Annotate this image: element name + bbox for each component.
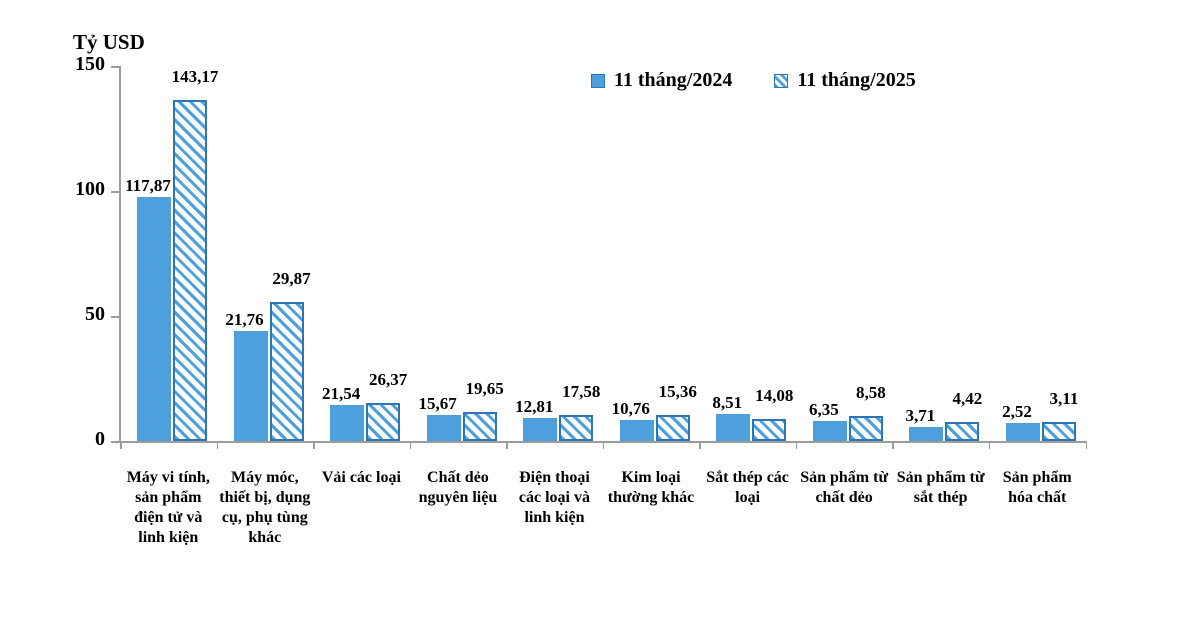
legend-swatch-hatched-icon [774,73,789,88]
data-label-2025: 29,87 [272,269,311,288]
data-label-2025: 17,58 [562,382,601,401]
data-label-2025: 14,08 [755,385,794,405]
bar-2025 [655,415,690,441]
x-tick [699,441,701,449]
bar-2025 [752,418,787,441]
y-tick [111,441,120,443]
data-label-2025: 4,42 [952,388,983,408]
y-tick-label: 100 [75,178,105,200]
x-tick [988,441,991,449]
category-label: Kim loại thường khác [607,469,695,506]
x-tick [409,441,412,449]
bar-2025 [269,302,304,441]
category-label: Điện thoại các loại và linh kiện [518,469,590,526]
y-tick [111,66,120,68]
data-label-2025: 15,36 [658,382,697,401]
data-label-2024: 21,54 [321,384,361,403]
bar-2024 [523,417,558,441]
x-tick [795,441,798,449]
data-label-2025: 26,37 [368,370,408,389]
bar-2025 [945,421,980,441]
legend: 11 tháng/2024 11 tháng/2025 [591,69,916,92]
bar-2025 [848,416,883,441]
y-tick [111,191,120,193]
bar-2024 [619,420,654,441]
legend-label-2024: 11 tháng/2024 [614,69,733,91]
x-tick [216,441,219,449]
bar-2025 [462,411,497,441]
y-axis-line [119,66,121,441]
bar-2024 [909,426,944,441]
category-label: Máy móc, thiết bị, dụng cụ, phụ tùng khá… [219,469,311,546]
data-label-2024: 117,87 [125,176,171,195]
x-tick [120,441,122,449]
x-tick [1085,441,1087,449]
data-label-2024: 8,51 [712,393,743,412]
bar-2024 [330,405,365,441]
x-tick [892,441,894,449]
category-label: Vải các loại [321,469,401,486]
data-label-2024: 10,76 [611,399,650,418]
category-label: Sản phẩm từ sắt thép [896,469,985,506]
x-tick [506,441,508,449]
data-label-2025: 19,65 [465,378,504,398]
x-tick [602,441,605,449]
bar-2024 [716,414,751,441]
data-label-2024: 2,52 [1002,402,1032,421]
bar-2025 [173,99,207,441]
legend-item-2024: 11 tháng/2024 [591,69,732,92]
x-axis-line [111,441,1086,443]
data-label-2024: 3,71 [905,405,936,425]
category-label: Máy vi tính, sản phẩm điện tử và linh ki… [126,469,210,546]
legend-swatch-solid-icon [591,73,605,88]
y-tick [111,316,120,318]
legend-label-2025: 11 tháng/2025 [797,69,916,91]
legend-item-2025: 11 tháng/2025 [774,69,916,92]
data-label-2024: 12,81 [515,396,554,416]
data-label-2024: 15,67 [418,394,457,413]
bar-2024 [1005,423,1040,441]
data-label-2024: 6,35 [808,399,839,419]
bar-2025 [366,403,401,441]
category-label: Sản phẩm hóa chất [1002,469,1072,506]
data-label-2025: 3,11 [1049,389,1079,408]
y-axis-title: Tỷ USD [73,30,145,54]
category-label: Chất dẻo nguyên liệu [418,469,498,506]
bar-2025 [1041,422,1076,441]
x-tick [313,441,315,449]
y-tick-label: 0 [95,428,105,450]
bar-2024 [137,197,171,441]
bar-2024 [233,331,268,441]
data-label-2025: 143,17 [171,66,219,86]
bar-2024 [812,420,847,441]
y-tick-label: 150 [75,53,105,75]
y-tick-label: 50 [85,303,105,325]
data-label-2025: 8,58 [855,383,886,402]
bar-2024 [426,415,461,441]
category-label: Sắt thép các loại [706,469,789,506]
data-label-2024: 21,76 [225,310,264,329]
category-label: Sản phẩm từ chất dẻo [800,469,889,506]
bar-2025 [559,415,594,441]
